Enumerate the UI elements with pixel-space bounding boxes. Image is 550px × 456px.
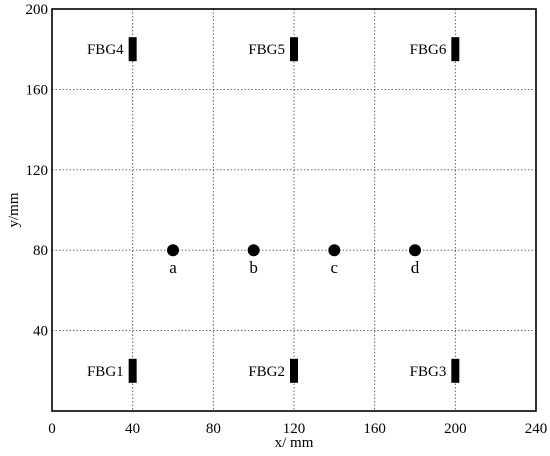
x-tick-label: 120 <box>283 421 306 437</box>
sensor-label-fbg1: FBG1 <box>87 364 124 380</box>
data-marks <box>128 37 460 383</box>
sensor-marker-fbg6 <box>451 37 460 62</box>
point-marker-b <box>247 244 260 257</box>
x-tick-label: 80 <box>206 421 221 437</box>
axis-ticks: 0 40 80 120 160 200 240 40 80 120 160 200 <box>26 2 548 437</box>
plot-frame <box>51 8 537 412</box>
y-axis-label: y/mm <box>6 192 22 227</box>
x-tick-label: 40 <box>125 421 140 437</box>
x-tick-label: 160 <box>363 421 386 437</box>
point-marker-d <box>409 244 421 257</box>
sensor-label-fbg3: FBG3 <box>410 364 447 380</box>
point-label-b: b <box>249 258 258 277</box>
sensor-label-fbg4: FBG4 <box>87 42 124 58</box>
sensor-marker-fbg2 <box>290 358 298 383</box>
sensor-label-fbg5: FBG5 <box>248 42 285 58</box>
sensor-marker-fbg5 <box>290 37 298 62</box>
y-tick-label: 80 <box>33 243 48 259</box>
sensor-marker-fbg4 <box>128 37 137 62</box>
y-tick-label: 160 <box>26 82 49 98</box>
y-tick-label: 120 <box>26 163 49 179</box>
y-tick-label: 200 <box>26 2 49 18</box>
x-tick-label: 200 <box>444 421 467 437</box>
point-label-d: d <box>411 258 420 277</box>
point-marker-c <box>328 244 341 257</box>
point-marker-a <box>167 244 179 257</box>
x-tick-label: 0 <box>48 421 56 437</box>
x-axis-label: x/ mm <box>275 435 314 451</box>
point-label-c: c <box>331 258 339 277</box>
grid-lines <box>52 9 536 411</box>
sensor-marker-fbg3 <box>451 358 460 383</box>
y-tick-label: 40 <box>33 324 48 340</box>
sensor-marker-fbg1 <box>128 358 137 383</box>
x-tick-label: 240 <box>525 421 548 437</box>
sensor-label-fbg6: FBG6 <box>410 42 447 58</box>
sensor-label-fbg2: FBG2 <box>248 364 285 380</box>
point-label-a: a <box>169 258 177 277</box>
data-labels: a b c d FBG1 FBG2 FBG3 FBG4 FBG5 FBG6 <box>87 42 447 380</box>
